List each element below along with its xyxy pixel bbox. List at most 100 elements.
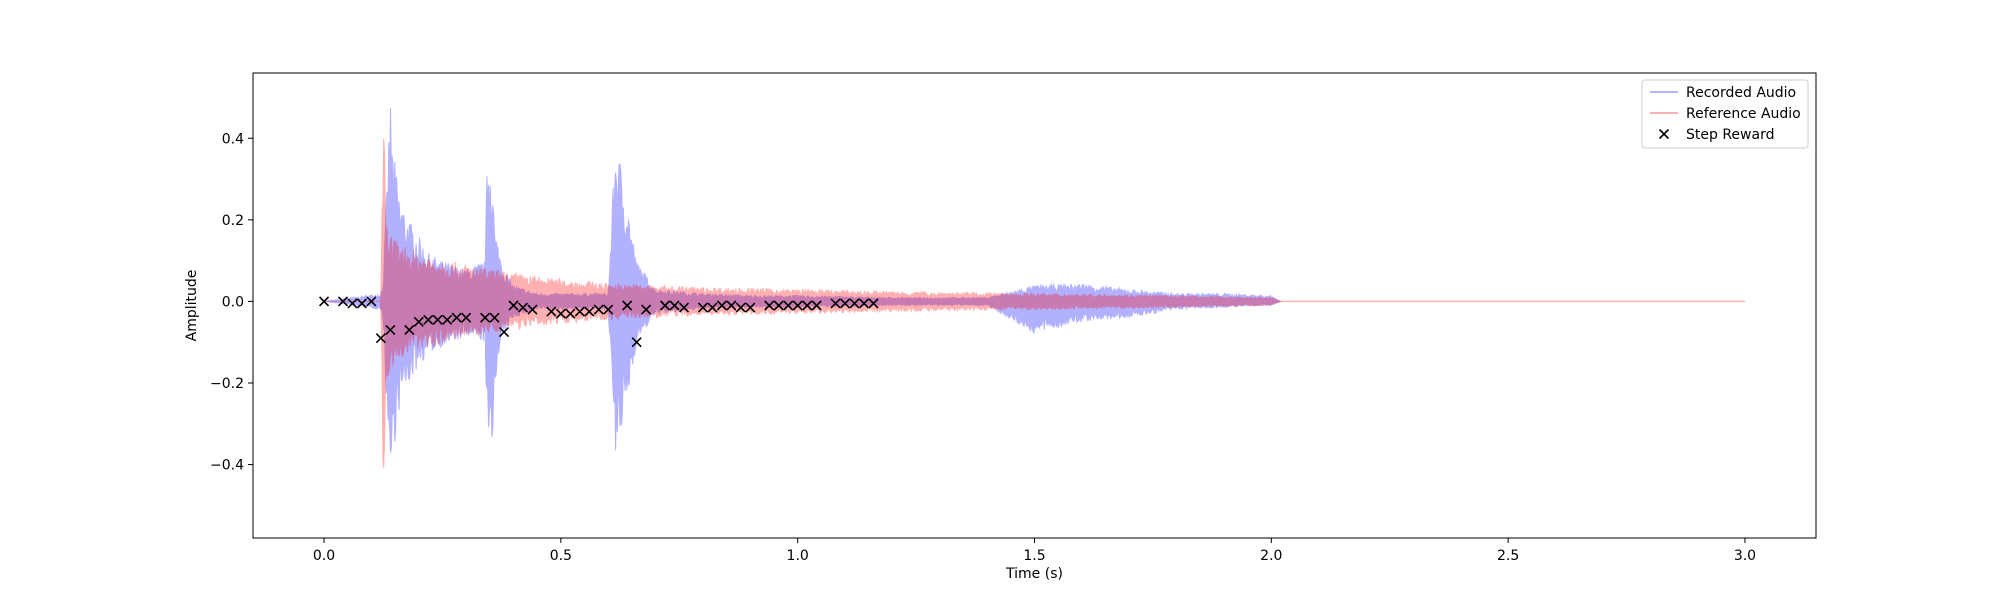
step-reward-point bbox=[622, 300, 633, 311]
step-reward-stroke-b bbox=[413, 316, 424, 327]
step-reward-point bbox=[773, 300, 784, 311]
step-reward-point bbox=[347, 298, 358, 309]
step-reward-point bbox=[385, 324, 396, 336]
step-reward-stroke-b bbox=[527, 304, 538, 315]
step-reward-point bbox=[517, 302, 529, 313]
step-reward-stroke-b bbox=[508, 300, 519, 311]
step-reward-series bbox=[318, 296, 879, 348]
step-reward-stroke-b bbox=[480, 312, 491, 323]
step-reward-stroke-b bbox=[517, 302, 529, 313]
step-reward-point bbox=[849, 298, 860, 309]
step-reward-stroke-b bbox=[347, 298, 358, 309]
step-reward-point bbox=[811, 300, 822, 311]
step-reward-stroke-b bbox=[423, 314, 434, 325]
x-tick-label: 1.5 bbox=[1023, 548, 1045, 564]
step-reward-point bbox=[574, 306, 585, 317]
legend-x-b bbox=[1658, 128, 1670, 140]
step-reward-stroke-b bbox=[716, 300, 727, 311]
x-tick-label: 1.0 bbox=[787, 548, 809, 564]
step-reward-stroke-b bbox=[584, 306, 595, 317]
step-reward-point bbox=[697, 302, 709, 313]
step-reward-stroke-b bbox=[574, 306, 585, 317]
step-reward-stroke-b bbox=[622, 300, 633, 311]
step-reward-point bbox=[641, 304, 652, 315]
step-reward-point bbox=[603, 304, 614, 315]
step-reward-point bbox=[764, 300, 775, 311]
step-reward-stroke-b bbox=[726, 300, 737, 311]
step-reward-stroke-b bbox=[489, 312, 500, 323]
step-reward-point bbox=[423, 314, 434, 325]
x-axis-label: Time (s) bbox=[1005, 566, 1063, 582]
step-reward-point bbox=[337, 296, 349, 307]
step-reward-stroke-b bbox=[641, 304, 652, 315]
step-reward-point bbox=[375, 333, 386, 344]
x-tick-label: 3.0 bbox=[1734, 548, 1756, 564]
step-reward-point bbox=[593, 304, 604, 315]
step-reward-stroke-b bbox=[385, 324, 396, 336]
step-reward-point bbox=[584, 306, 595, 317]
reference-audio-series bbox=[324, 138, 1745, 468]
step-reward-stroke-b bbox=[356, 298, 368, 309]
step-reward-stroke-b bbox=[603, 304, 614, 315]
step-reward-stroke-b bbox=[678, 302, 690, 313]
legend-step-reward-marker bbox=[1658, 128, 1670, 140]
step-reward-point bbox=[631, 337, 642, 348]
step-reward-point bbox=[726, 300, 737, 311]
step-reward-stroke-b bbox=[735, 302, 746, 313]
step-reward-point bbox=[707, 302, 718, 313]
step-reward-stroke-b bbox=[697, 302, 709, 313]
step-reward-stroke-b bbox=[764, 300, 775, 311]
step-reward-point bbox=[792, 300, 803, 311]
step-reward-point bbox=[565, 308, 576, 319]
y-tick-label: −0.4 bbox=[210, 458, 244, 474]
step-reward-stroke-b bbox=[366, 296, 377, 307]
step-reward-point bbox=[678, 302, 690, 313]
y-tick-label: 0.0 bbox=[222, 294, 244, 310]
step-reward-stroke-b bbox=[868, 298, 879, 309]
step-reward-point bbox=[745, 302, 756, 313]
step-reward-point bbox=[442, 314, 453, 325]
y-axis-label: Amplitude bbox=[184, 270, 200, 342]
step-reward-stroke-b bbox=[858, 298, 870, 309]
legend-box bbox=[1641, 79, 1809, 149]
step-reward-point bbox=[413, 316, 424, 327]
legend-recorded-label: Recorded Audio bbox=[1686, 85, 1796, 101]
step-reward-stroke-b bbox=[849, 298, 860, 309]
step-reward-stroke-b bbox=[631, 337, 642, 348]
recorded-audio-series bbox=[323, 107, 1282, 453]
step-reward-point bbox=[868, 298, 879, 309]
step-reward-point bbox=[839, 298, 851, 309]
step-reward-stroke-b bbox=[707, 302, 718, 313]
step-reward-stroke-b bbox=[659, 300, 671, 311]
step-reward-point bbox=[830, 298, 841, 309]
legend-step-reward-label: Step Reward bbox=[1686, 127, 1774, 143]
step-reward-stroke-b bbox=[802, 300, 813, 311]
step-reward-point bbox=[508, 300, 519, 311]
y-tick-label: 0.2 bbox=[222, 213, 244, 229]
x-tick-label: 2.5 bbox=[1497, 548, 1519, 564]
step-reward-stroke-b bbox=[461, 312, 472, 323]
step-reward-point bbox=[366, 296, 377, 307]
step-reward-stroke-b bbox=[839, 298, 851, 309]
step-reward-stroke-b bbox=[432, 314, 443, 325]
step-reward-stroke-b bbox=[337, 296, 349, 307]
step-reward-stroke-b bbox=[318, 296, 330, 307]
step-reward-point bbox=[432, 314, 443, 325]
step-reward-point bbox=[451, 312, 462, 323]
step-reward-stroke-b bbox=[442, 314, 453, 325]
plot-area bbox=[318, 107, 1745, 468]
step-reward-stroke-b bbox=[565, 308, 576, 319]
step-reward-point bbox=[669, 300, 680, 311]
y-axis-ticks: −0.4 −0.2 0.0 0.2 0.4 bbox=[210, 131, 253, 474]
step-reward-point bbox=[659, 300, 671, 311]
step-reward-stroke-b bbox=[792, 300, 803, 311]
step-reward-stroke-b bbox=[773, 300, 784, 311]
x-tick-label: 2.0 bbox=[1260, 548, 1282, 564]
step-reward-point bbox=[404, 324, 415, 336]
step-reward-point bbox=[858, 298, 870, 309]
step-reward-point bbox=[716, 300, 727, 311]
step-reward-stroke-b bbox=[555, 308, 566, 319]
step-reward-stroke-b bbox=[375, 333, 386, 344]
step-reward-stroke-b bbox=[498, 326, 510, 338]
